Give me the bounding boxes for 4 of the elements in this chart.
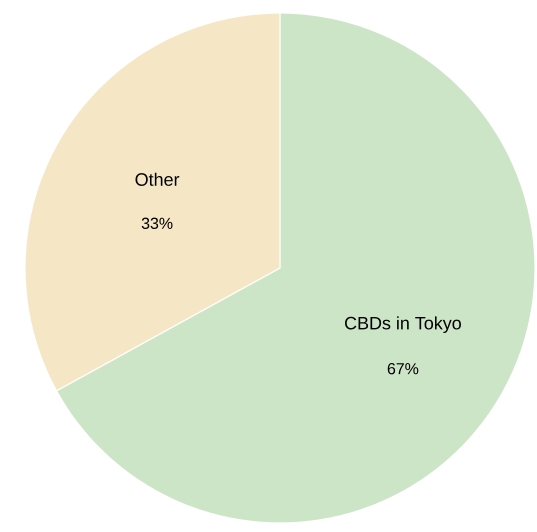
slice-label: Other bbox=[136, 172, 180, 186]
slice-label: CBDs in Tokyo bbox=[345, 316, 461, 334]
data-label: 67% bbox=[388, 363, 418, 374]
data-label: 33% bbox=[142, 218, 172, 229]
